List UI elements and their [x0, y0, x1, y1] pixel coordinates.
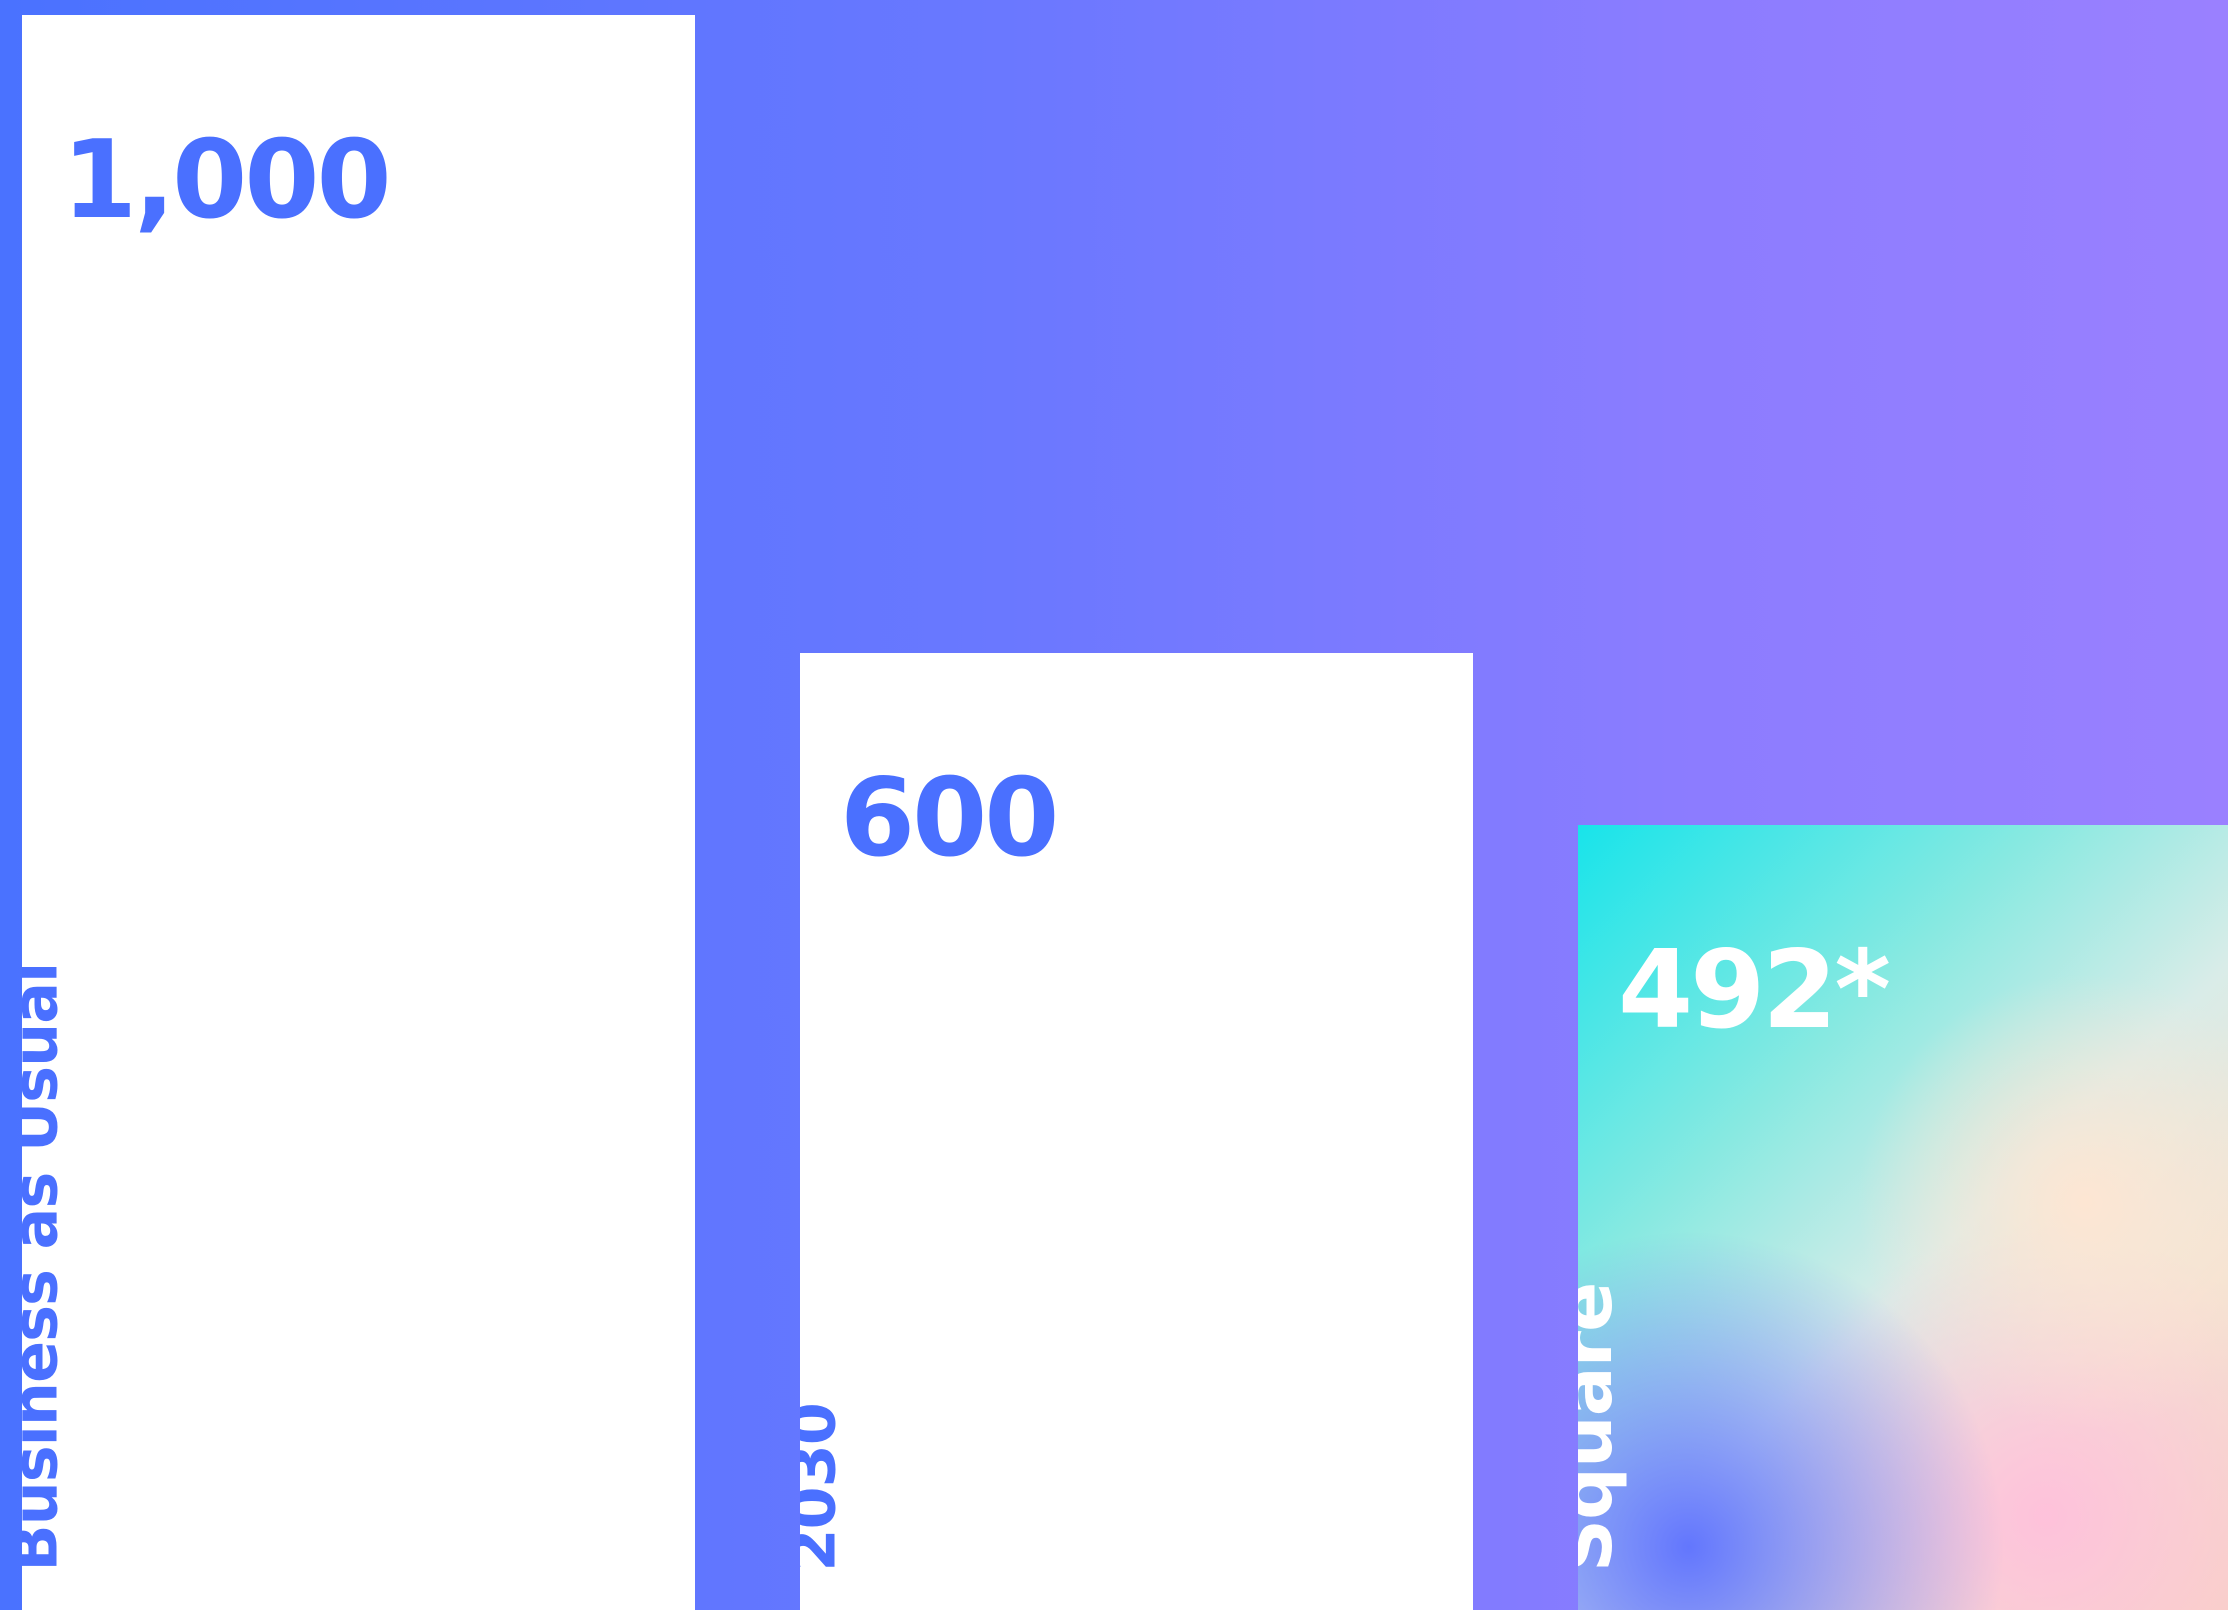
bar-1: 1,000 UKGBC BaselineBusiness as Usual [22, 15, 695, 1610]
bar-value-label-2: 600 [840, 756, 1059, 881]
bar-2: 600 GLA Target2030 [800, 653, 1473, 1610]
bar-3: 492* WorshipSquare [1578, 825, 2228, 1610]
bar-value-label-3: 492* [1618, 928, 1891, 1053]
bar-category-label-line: Business as Usual [22, 963, 72, 1572]
bar-category-label-line: 2030 [800, 1403, 850, 1572]
bar-category-label-line: Square [1578, 1282, 1629, 1572]
bar-category-label-2: GLA Target2030 [800, 1199, 850, 1572]
bar-category-label-1: UKGBC BaselineBusiness as Usual [22, 963, 72, 1572]
bar-category-label-3: WorshipSquare [1578, 1238, 1629, 1572]
bar-value-label-1: 1,000 [62, 118, 392, 243]
